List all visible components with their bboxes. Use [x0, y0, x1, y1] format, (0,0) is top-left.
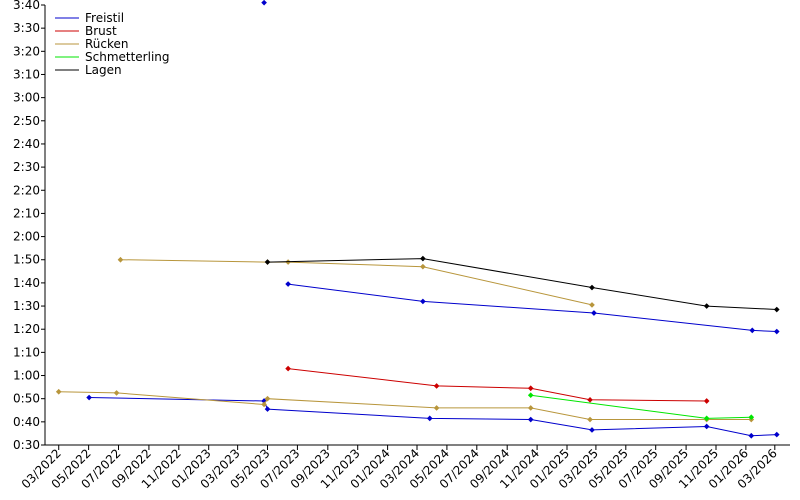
data-point: [773, 306, 780, 313]
series-line: [530, 394, 752, 419]
series-brust: [285, 365, 710, 404]
data-point-outlier: [261, 0, 267, 6]
y-tick-label: 0:30: [13, 438, 40, 452]
data-point: [285, 281, 291, 287]
y-tick-label: 1:50: [13, 253, 40, 267]
y-tick-label: 2:10: [13, 206, 40, 220]
y-tick-label: 3:20: [13, 44, 40, 58]
y-tick-label: 1:00: [13, 369, 40, 383]
series-freistil: [285, 281, 780, 335]
data-point: [587, 397, 593, 403]
series-line: [89, 397, 777, 437]
data-point: [527, 416, 534, 423]
data-point: [433, 405, 440, 411]
data-point: [527, 385, 534, 392]
axes: 0:30 0:40 0:50 1:00 1:10 1:20 1:30 1:40 1:50 2:00…: [13, 0, 790, 491]
data-point: [420, 263, 426, 270]
data-point: [527, 405, 534, 411]
data-point: [587, 416, 593, 423]
data-point: [117, 256, 124, 263]
series-freistil: [86, 0, 780, 439]
data-point: [55, 388, 62, 395]
data-point: [591, 310, 597, 316]
data-point: [264, 406, 271, 412]
data-point: [264, 395, 271, 402]
legend-label: Brust: [85, 24, 117, 38]
data-point: [113, 390, 120, 396]
series-line: [267, 258, 777, 310]
legend-label: Schmetterling: [85, 50, 170, 64]
data-point: [86, 394, 92, 401]
y-tick-label: 0:40: [13, 415, 40, 429]
legend-label: Lagen: [85, 63, 122, 77]
y-tick-label: 3:00: [13, 91, 40, 105]
data-point: [433, 383, 440, 389]
data-point: [703, 303, 710, 309]
y-tick-label: 3:30: [13, 21, 40, 35]
data-point: [703, 415, 710, 422]
series-lagen: [264, 255, 780, 313]
series-rcken: [117, 256, 595, 308]
data-point: [527, 392, 534, 399]
data-point: [261, 401, 267, 408]
y-tick-label: 2:50: [13, 114, 40, 128]
data-point: [420, 298, 426, 305]
legend-label: Rücken: [85, 37, 129, 51]
y-tick-label: 1:20: [13, 322, 40, 336]
data-point: [748, 432, 755, 439]
data-point: [703, 398, 710, 404]
y-tick-label: 1:30: [13, 299, 40, 313]
y-tick-label: 0:50: [13, 392, 40, 406]
data-point: [589, 284, 595, 291]
data-point: [748, 414, 755, 421]
y-tick-label: 3:10: [13, 67, 40, 81]
data-point: [589, 427, 595, 433]
y-tick-label: 2:20: [13, 183, 40, 197]
y-tick-label: 2:40: [13, 137, 40, 151]
data-point: [773, 328, 780, 335]
series-layer: [55, 0, 780, 439]
data-point: [589, 302, 595, 308]
y-tick-label: 1:40: [13, 276, 40, 290]
y-tick-label: 1:10: [13, 345, 40, 359]
series-line: [288, 368, 707, 402]
series-line: [120, 259, 593, 306]
y-tick-label: 2:30: [13, 160, 40, 174]
data-point: [264, 259, 271, 265]
y-tick-label: 2:00: [13, 230, 40, 244]
data-point: [773, 431, 780, 438]
series-line: [58, 391, 752, 420]
data-point: [703, 423, 710, 430]
series-schmetterling: [527, 392, 755, 422]
y-tick-label: 3:40: [13, 0, 40, 12]
data-point: [420, 255, 426, 262]
data-point: [426, 415, 433, 422]
legend-label: Freistil: [85, 11, 124, 25]
data-point: [285, 365, 291, 372]
data-point: [749, 327, 756, 334]
